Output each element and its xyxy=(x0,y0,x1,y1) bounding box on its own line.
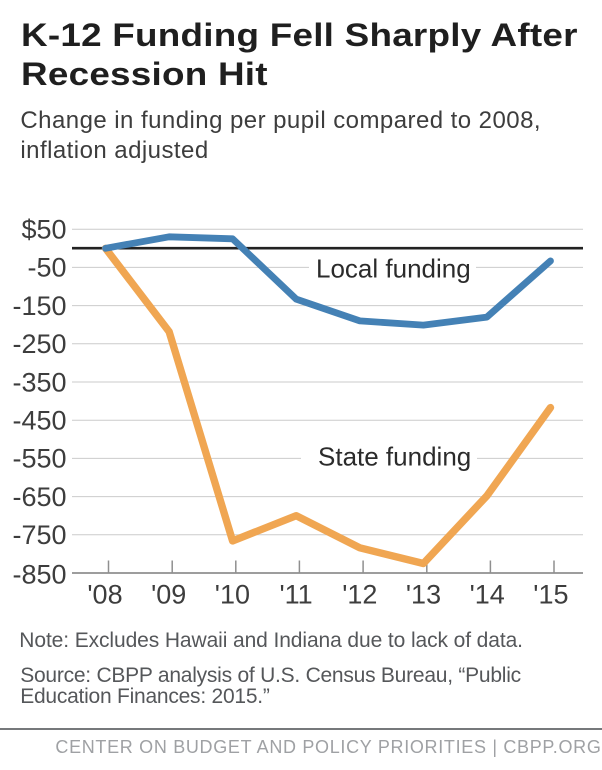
svg-text:-50: -50 xyxy=(27,253,66,283)
svg-text:'14: '14 xyxy=(470,579,505,609)
svg-text:'09: '09 xyxy=(151,579,186,609)
svg-text:-150: -150 xyxy=(12,291,66,321)
svg-text:-650: -650 xyxy=(12,482,66,512)
svg-text:State funding: State funding xyxy=(318,441,471,471)
svg-text:-750: -750 xyxy=(12,520,66,550)
svg-text:-450: -450 xyxy=(12,406,66,436)
svg-text:$50: $50 xyxy=(21,215,66,245)
svg-text:'13: '13 xyxy=(406,579,441,609)
svg-text:-250: -250 xyxy=(12,329,66,359)
svg-text:'08: '08 xyxy=(87,579,122,609)
svg-text:'10: '10 xyxy=(215,579,250,609)
svg-text:Local funding: Local funding xyxy=(316,253,471,283)
svg-text:-850: -850 xyxy=(12,559,66,589)
svg-text:'15: '15 xyxy=(533,579,568,609)
svg-text:-550: -550 xyxy=(12,444,66,474)
svg-text:-350: -350 xyxy=(12,367,66,397)
svg-text:'11: '11 xyxy=(280,579,313,609)
svg-text:'12: '12 xyxy=(342,579,377,609)
